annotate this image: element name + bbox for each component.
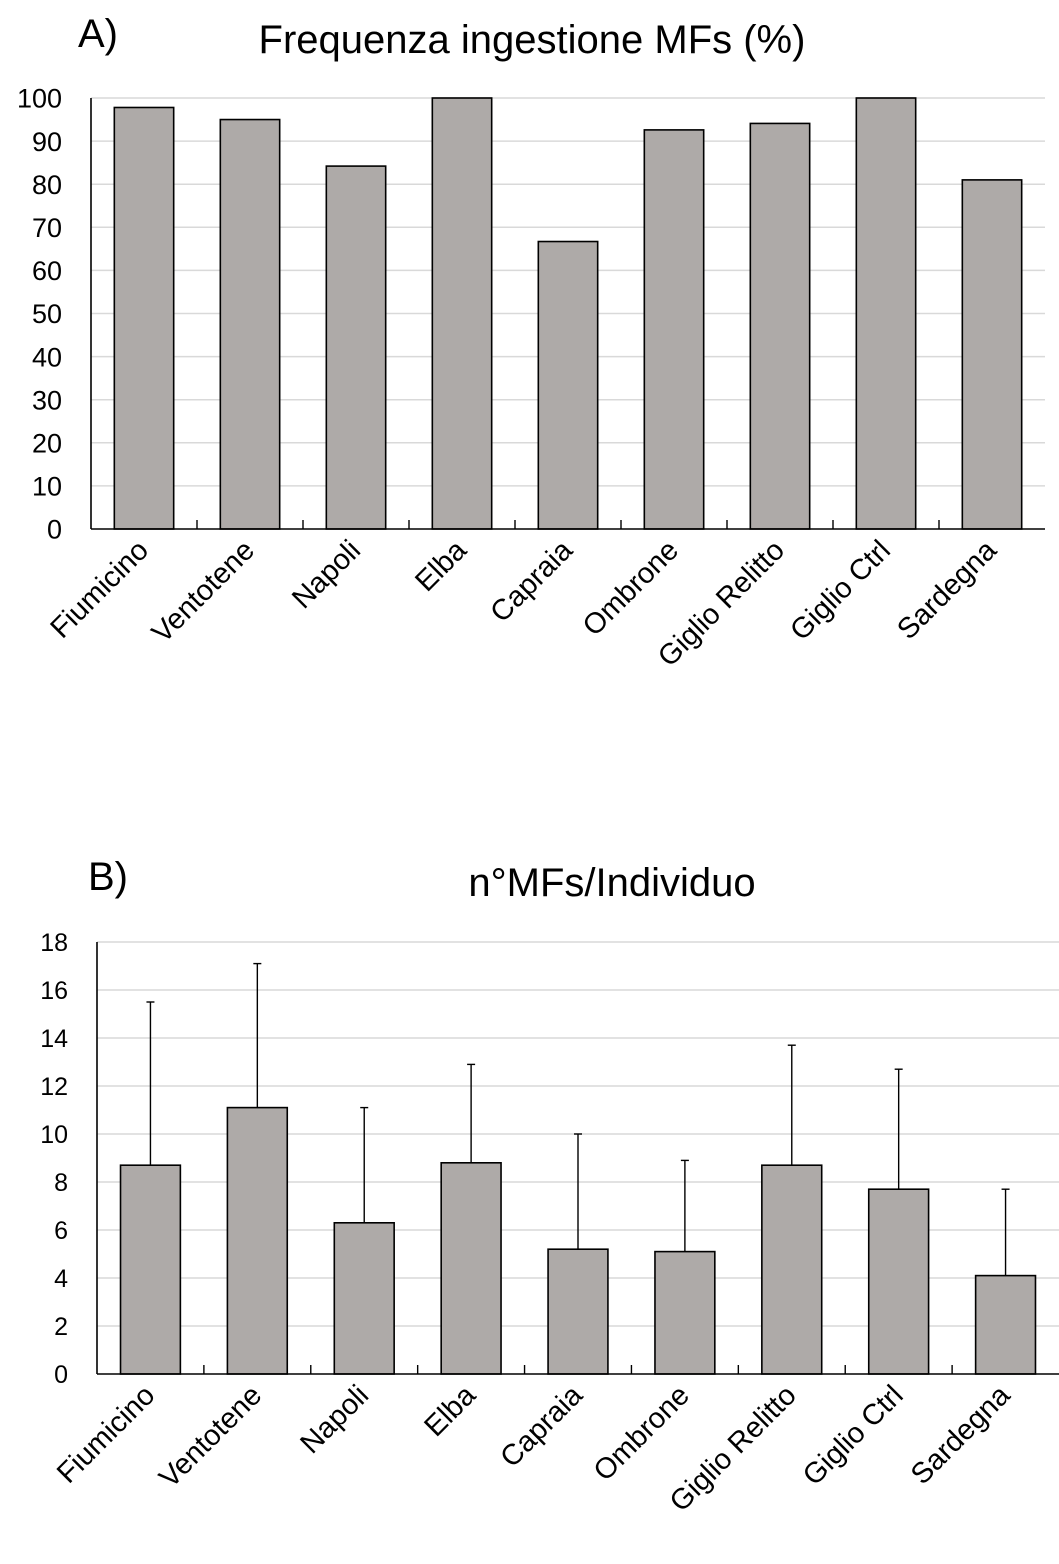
y-tick-label: 100 — [17, 84, 62, 114]
x-tick-label: Giglio Ctrl — [784, 534, 897, 647]
panel-b-bars — [119, 1106, 1037, 1375]
x-tick-label: Sardegna — [905, 1379, 1017, 1491]
chart-panel-b: B) n°MFs/Individuo 0 2 4 6 8 10 12 14 16 18 Fiumi… — [40, 855, 1059, 1518]
y-tick-label: 60 — [32, 256, 62, 286]
x-tick-label: Ombrone — [588, 1379, 696, 1487]
y-tick-label: 90 — [32, 127, 62, 157]
panel-a-bars — [113, 97, 1023, 530]
x-tick-label: Fiumicino — [51, 1379, 161, 1489]
y-tick-label: 2 — [54, 1313, 68, 1341]
bar-capraia — [537, 240, 599, 530]
bar-fiumicino — [113, 106, 175, 530]
y-tick-label: 14 — [40, 1025, 68, 1053]
y-tick-label: 80 — [32, 170, 62, 200]
x-tick-label: Giglio Ctrl — [797, 1379, 910, 1492]
x-tick-label: Elba — [418, 1379, 482, 1443]
x-tick-label: Ombrone — [577, 534, 685, 642]
y-tick-label: 16 — [40, 977, 68, 1005]
y-tick-label: 40 — [32, 342, 62, 372]
bar-giglio-relitto — [761, 1164, 823, 1375]
panel-a-label: A) — [78, 12, 118, 56]
panel-a-y-tick-labels: 0 10 20 30 40 50 60 70 80 90 100 — [17, 84, 62, 545]
panel-b-title: n°MFs/Individuo — [468, 861, 755, 905]
bar-giglio-relitto — [749, 122, 811, 530]
x-tick-label: Napoli — [286, 534, 367, 615]
bar-capraia — [547, 1248, 609, 1375]
panel-a-axes — [90, 98, 1045, 530]
panel-b-label: B) — [88, 855, 128, 899]
y-tick-label: 8 — [54, 1169, 68, 1197]
y-tick-label: 0 — [47, 515, 62, 545]
x-tick-label: Capraia — [495, 1379, 590, 1474]
x-tick-label: Capraia — [485, 534, 580, 629]
y-tick-label: 12 — [40, 1073, 68, 1101]
bar-giglio-ctrl — [867, 1188, 930, 1375]
y-tick-label: 70 — [32, 213, 62, 243]
bar-sardegna — [961, 179, 1023, 530]
x-tick-label: Ventotene — [153, 1379, 268, 1494]
bar-napoli — [333, 1222, 395, 1375]
x-tick-label: Napoli — [294, 1379, 375, 1460]
y-tick-label: 6 — [54, 1217, 68, 1245]
bar-sardegna — [974, 1274, 1037, 1375]
x-tick-label: Ventotene — [146, 534, 261, 649]
chart-panel-a: A) Frequenza ingestione MFs (%) 0 10 20 30 4… — [17, 12, 1045, 673]
x-tick-label: Sardegna — [891, 534, 1003, 646]
y-tick-label: 4 — [54, 1265, 68, 1293]
x-tick-label: Elba — [409, 534, 473, 598]
bar-giglio-ctrl — [855, 97, 917, 530]
y-tick-label: 30 — [32, 385, 62, 415]
bar-ventotene — [226, 1106, 289, 1375]
panel-b-error-bars — [146, 962, 1010, 1276]
bar-ombrone — [643, 129, 705, 530]
y-tick-label: 18 — [40, 929, 68, 957]
y-tick-label: 10 — [40, 1121, 68, 1149]
bar-ombrone — [654, 1250, 716, 1375]
bar-fiumicino — [119, 1164, 182, 1375]
y-tick-label: 0 — [54, 1361, 68, 1389]
y-tick-label: 20 — [32, 429, 62, 459]
bar-elba — [440, 1162, 502, 1375]
y-tick-label: 50 — [32, 299, 62, 329]
y-tick-label: 10 — [32, 472, 62, 502]
x-tick-label: Fiumicino — [45, 534, 155, 644]
panel-b-y-tick-labels: 0 2 4 6 8 10 12 14 16 18 — [40, 929, 68, 1389]
bar-ventotene — [219, 118, 281, 530]
panel-a-title: Frequenza ingestione MFs (%) — [259, 18, 806, 62]
bar-elba — [431, 97, 493, 530]
panel-b-axes — [96, 942, 1059, 1375]
bar-napoli — [325, 165, 387, 530]
